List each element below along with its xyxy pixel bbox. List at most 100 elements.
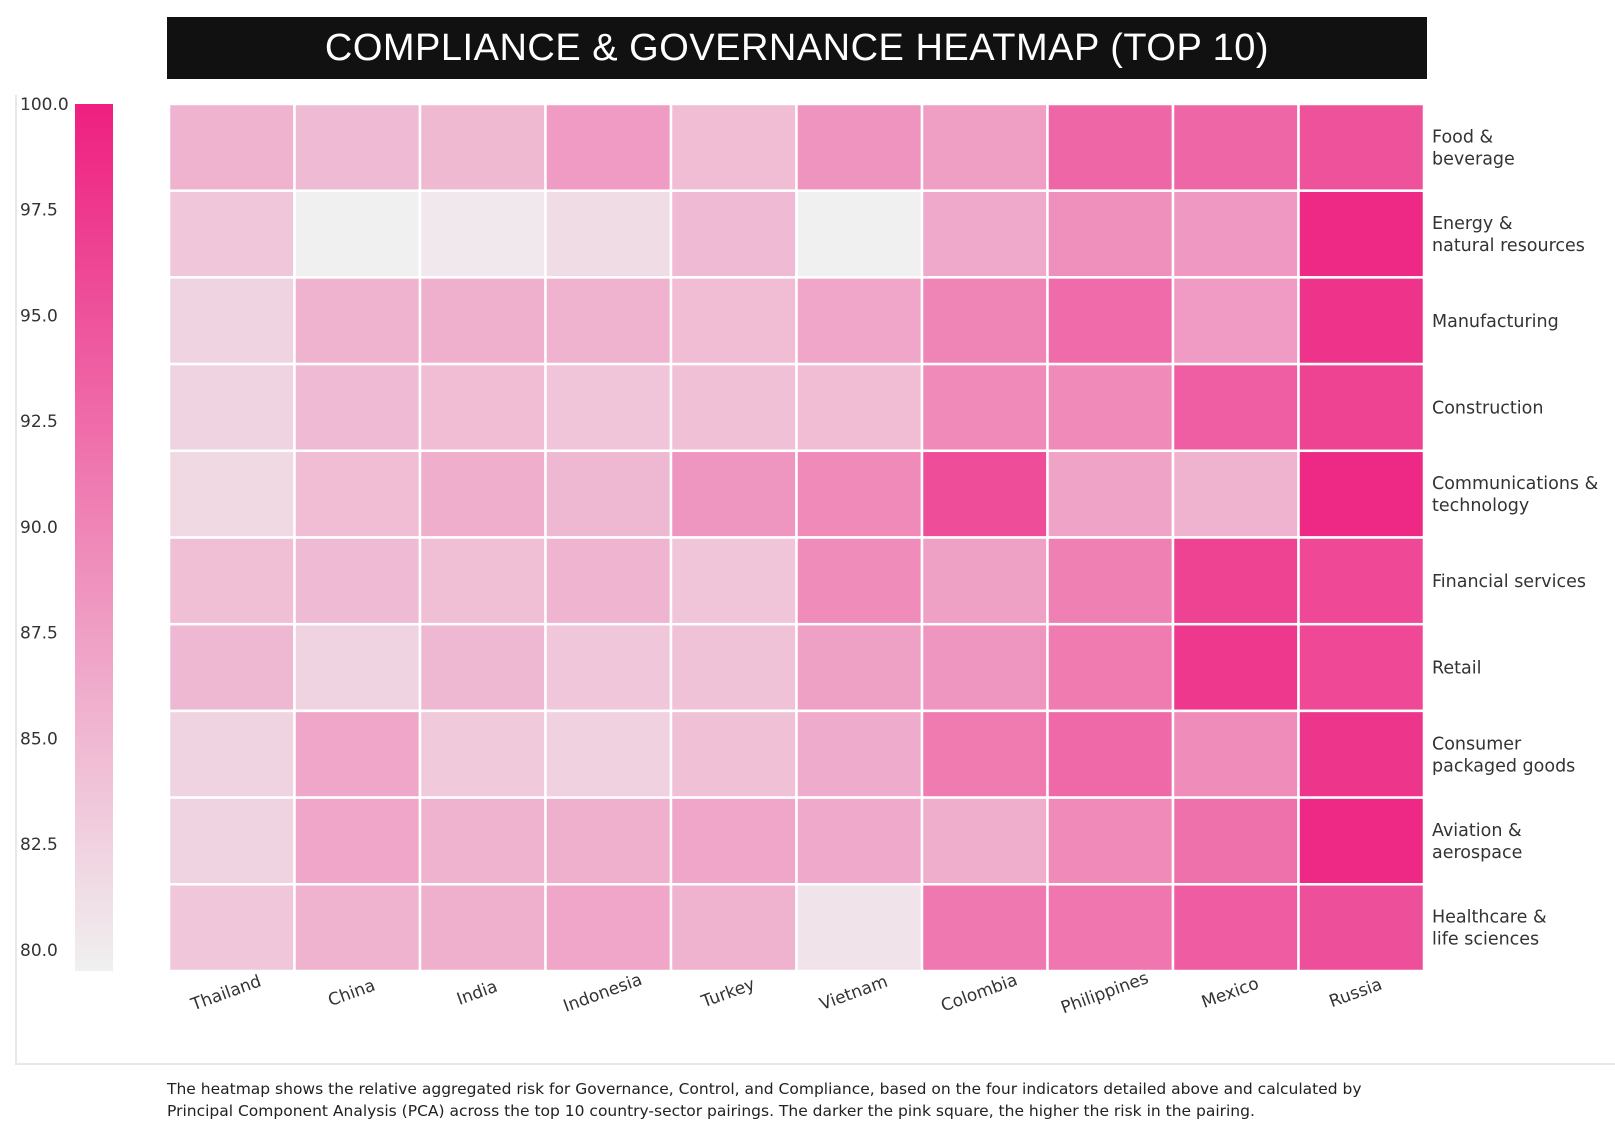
heatmap-cell-construction-india (418, 362, 547, 453)
sector-label-retail: Retail (1432, 659, 1481, 679)
chart-caption: The heatmap shows the relative aggregate… (167, 1078, 1427, 1122)
country-label-china: China (326, 976, 378, 1011)
heatmap-cell-consumer-packaged-goods-turkey (669, 709, 798, 799)
heatmap-cell-financial-services-colombia (920, 536, 1049, 626)
heatmap-cells (167, 102, 1426, 973)
heatmap-cell-energy-and-natural-resources-india (418, 189, 547, 279)
heatmap-cell-consumer-packaged-goods-mexico (1171, 709, 1300, 799)
heatmap-cell-consumer-packaged-goods-russia (1297, 709, 1426, 799)
heatmap-cell-healthcare-and-life-sciences-philippines (1046, 883, 1175, 973)
country-label-colombia: Colombia (938, 970, 1020, 1016)
heatmap-cell-retail-turkey (669, 622, 798, 713)
heatmap-cell-manufacturing-vietnam (795, 276, 924, 366)
heatmap-cell-energy-and-natural-resources-turkey (669, 189, 798, 279)
heatmap-cell-healthcare-and-life-sciences-thailand (167, 883, 296, 973)
country-label-turkey: Turkey (698, 974, 758, 1012)
heatmap-cell-aviation-and-aerospace-china (293, 796, 422, 886)
heatmap-cell-healthcare-and-life-sciences-vietnam (795, 883, 924, 973)
heatmap-cell-retail-india (418, 622, 547, 713)
heatmap-cell-retail-indonesia (544, 622, 673, 713)
heatmap-cell-manufacturing-mexico (1171, 276, 1300, 366)
heatmap-cell-food-and-beverage-russia (1297, 102, 1426, 192)
sector-label-construction: Construction (1432, 398, 1543, 418)
heatmap-cell-energy-and-natural-resources-mexico (1171, 189, 1300, 279)
heatmap-cell-food-and-beverage-turkey (669, 102, 798, 192)
country-label-vietnam: Vietnam (817, 972, 890, 1015)
chart-frame (15, 95, 1615, 1065)
heatmap-cell-financial-services-indonesia (544, 536, 673, 626)
heatmap-cell-energy-and-natural-resources-vietnam (795, 189, 924, 279)
heatmap-cell-food-and-beverage-china (293, 102, 422, 192)
heatmap-cell-aviation-and-aerospace-philippines (1046, 796, 1175, 886)
sector-labels: Food & beverage Energy & natural resources M… (1432, 127, 1599, 949)
heatmap-cell-healthcare-and-life-sciences-mexico (1171, 883, 1300, 973)
heatmap-cell-communications-and-technology-turkey (669, 449, 798, 539)
country-label-philippines: Philippines (1058, 968, 1151, 1018)
heatmap-cell-construction-philippines (1046, 362, 1175, 453)
heatmap-cell-aviation-and-aerospace-colombia (920, 796, 1049, 886)
sector-label-manufacturing: Manufacturing (1432, 312, 1559, 332)
colorbar-tick-labels: 100.0 97.5 95.0 92.5 90.0 87.5 85.0 82.5 80.0 (20, 95, 69, 961)
heatmap-cell-retail-russia (1297, 622, 1426, 713)
colorbar-tick-label: 87.5 (20, 624, 58, 644)
heatmap-cell-communications-and-technology-india (418, 449, 547, 539)
colorbar-tick-label: 85.0 (20, 729, 58, 749)
heatmap-cell-aviation-and-aerospace-russia (1297, 796, 1426, 886)
heatmap-cell-manufacturing-thailand (167, 276, 296, 366)
colorbar-tick-label: 90.0 (20, 518, 58, 538)
sector-label-financial-services: Financial services (1432, 572, 1586, 592)
heatmap-cell-financial-services-russia (1297, 536, 1426, 626)
heatmap-cell-communications-and-technology-vietnam (795, 449, 924, 539)
heatmap-cell-energy-and-natural-resources-russia (1297, 189, 1426, 279)
heatmap-cell-construction-mexico (1171, 362, 1300, 453)
heatmap-cell-retail-mexico (1171, 622, 1300, 713)
heatmap-cell-aviation-and-aerospace-mexico (1171, 796, 1300, 886)
country-label-indonesia: Indonesia (561, 970, 645, 1017)
heatmap-cell-manufacturing-russia (1297, 276, 1426, 366)
heatmap-cell-aviation-and-aerospace-thailand (167, 796, 296, 886)
heatmap-cell-aviation-and-aerospace-india (418, 796, 547, 886)
colorbar-tick-label: 92.5 (20, 412, 58, 432)
sector-label-aviation-and-aerospace: Aviation & aerospace (1432, 821, 1522, 863)
heatmap-cell-manufacturing-china (293, 276, 422, 366)
heatmap-cell-healthcare-and-life-sciences-indonesia (544, 883, 673, 973)
heatmap-cell-healthcare-and-life-sciences-turkey (669, 883, 798, 973)
sector-label-consumer-packaged-goods: Consumer packaged goods (1432, 734, 1575, 776)
heatmap-cell-food-and-beverage-mexico (1171, 102, 1300, 192)
heatmap-cell-consumer-packaged-goods-colombia (920, 709, 1049, 799)
heatmap-cell-food-and-beverage-colombia (920, 102, 1049, 192)
heatmap-cell-retail-philippines (1046, 622, 1175, 713)
heatmap-cell-consumer-packaged-goods-philippines (1046, 709, 1175, 799)
heatmap-cell-retail-vietnam (795, 622, 924, 713)
heatmap-cell-healthcare-and-life-sciences-russia (1297, 883, 1426, 973)
heatmap-cell-energy-and-natural-resources-colombia (920, 189, 1049, 279)
heatmap-cell-healthcare-and-life-sciences-china (293, 883, 422, 973)
heatmap-cell-financial-services-india (418, 536, 547, 626)
heatmap-cell-food-and-beverage-indonesia (544, 102, 673, 192)
heatmap-cell-retail-china (293, 622, 422, 713)
heatmap-cell-communications-and-technology-indonesia (544, 449, 673, 539)
heatmap-cell-construction-indonesia (544, 362, 673, 453)
colorbar-tick-label: 80.0 (20, 941, 58, 961)
colorbar (75, 104, 113, 971)
heatmap-cell-communications-and-technology-mexico (1171, 449, 1300, 539)
heatmap-cell-manufacturing-india (418, 276, 547, 366)
heatmap-cell-communications-and-technology-philippines (1046, 449, 1175, 539)
country-label-russia: Russia (1327, 975, 1385, 1012)
colorbar-tick-label: 82.5 (20, 835, 58, 855)
heatmap-cell-construction-turkey (669, 362, 798, 453)
heatmap-cell-construction-thailand (167, 362, 296, 453)
heatmap-cell-construction-russia (1297, 362, 1426, 453)
heatmap-cell-retail-colombia (920, 622, 1049, 713)
country-label-thailand: Thailand (188, 971, 264, 1015)
heatmap-cell-consumer-packaged-goods-china (293, 709, 422, 799)
country-labels: Thailand China India Indonesia Turkey Vietnam… (188, 968, 1385, 1018)
heatmap-cell-healthcare-and-life-sciences-colombia (920, 883, 1049, 973)
chart-title: COMPLIANCE & GOVERNANCE HEATMAP (TOP 10) (324, 26, 1270, 69)
heatmap-cell-aviation-and-aerospace-turkey (669, 796, 798, 886)
sector-label-healthcare-and-life-sciences: Healthcare & life sciences (1432, 908, 1547, 950)
heatmap-cell-financial-services-turkey (669, 536, 798, 626)
heatmap-cell-consumer-packaged-goods-vietnam (795, 709, 924, 799)
heatmap-cell-aviation-and-aerospace-indonesia (544, 796, 673, 886)
sector-label-food-and-beverage: Food & beverage (1432, 127, 1515, 169)
